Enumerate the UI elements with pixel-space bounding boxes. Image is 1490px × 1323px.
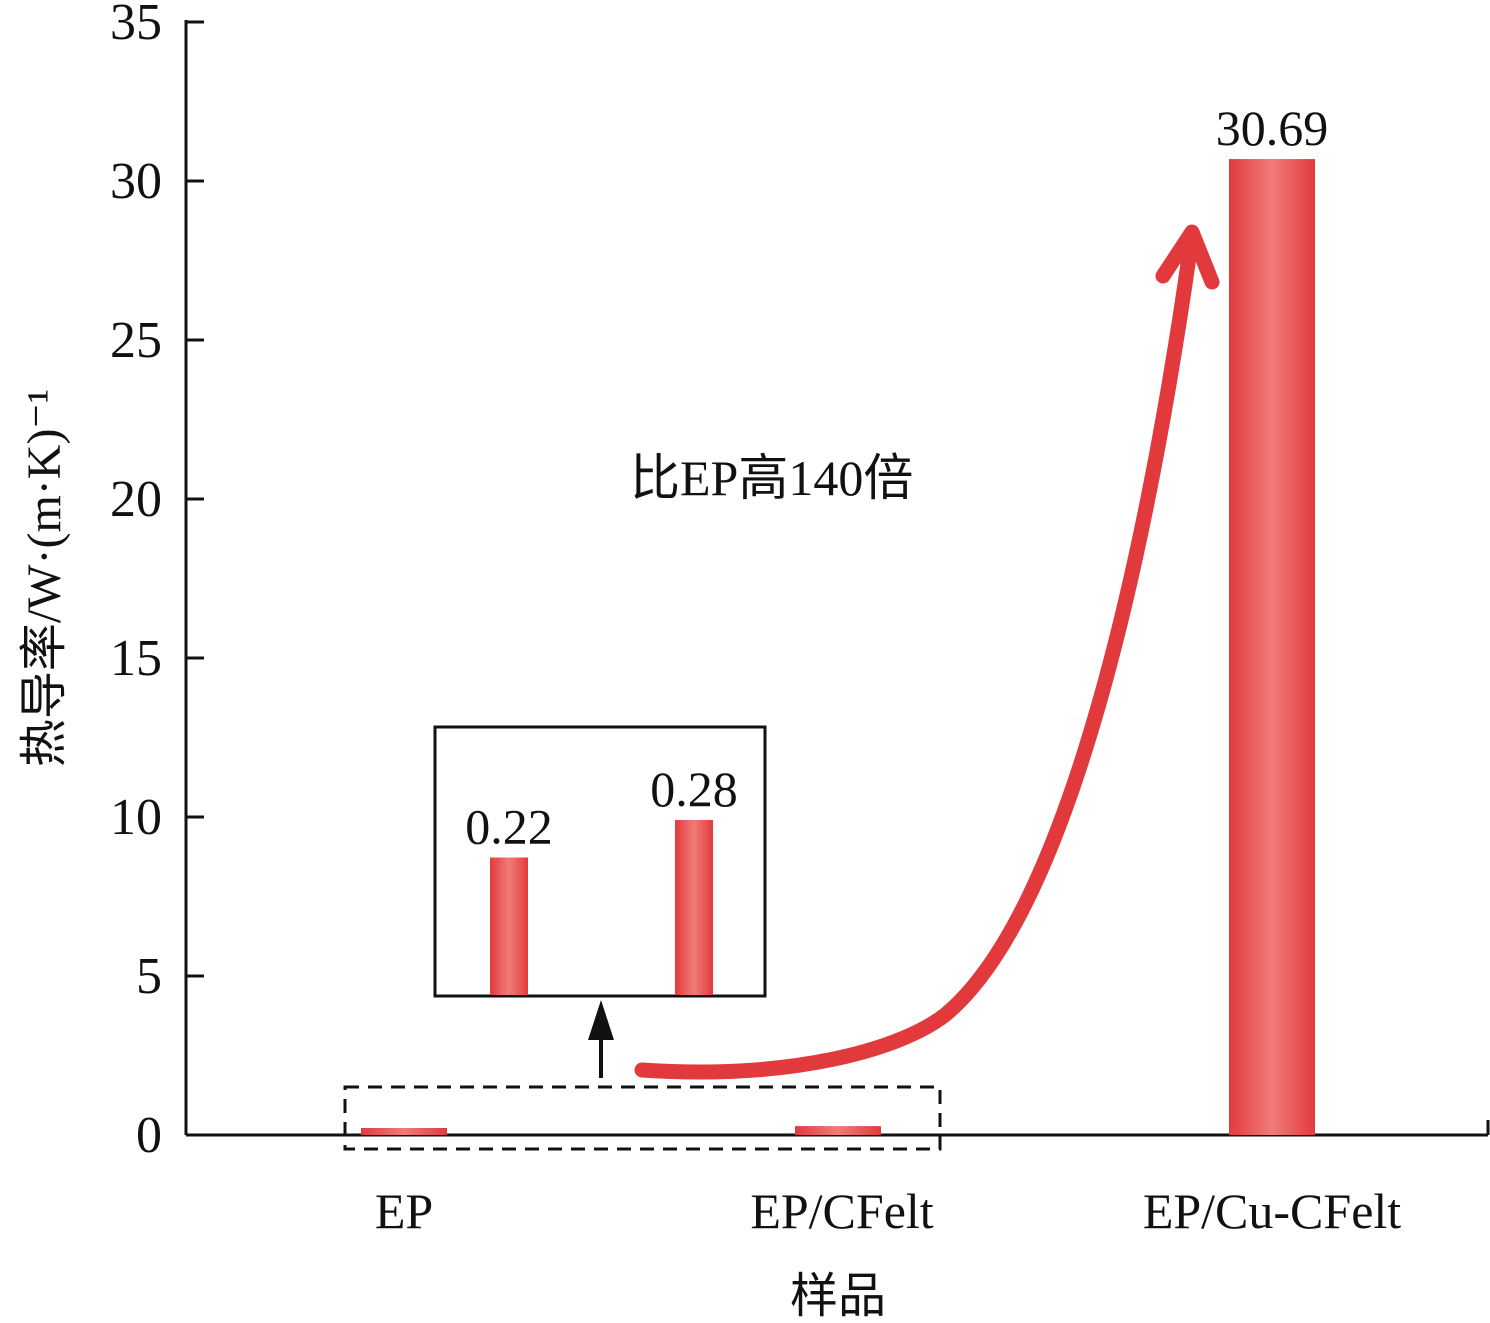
inset-bars: 0.22 0.28 [465, 761, 738, 995]
y-tick-label-30: 30 [110, 153, 162, 210]
inset-bar-1 [675, 820, 713, 995]
bar-ep-cu-cfelt [1229, 159, 1315, 1136]
y-axis-title: 热导率/W·(m·K)⁻¹ [18, 389, 71, 767]
y-tick-label-0: 0 [136, 1107, 162, 1164]
inset-data-label-0: 0.22 [465, 799, 553, 855]
category-label-1: EP/CFelt [750, 1183, 933, 1239]
x-axis-title: 样品 [790, 1270, 886, 1323]
data-label-2: 30.69 [1216, 100, 1329, 156]
bar-ep [361, 1128, 447, 1135]
category-label-0: EP [375, 1183, 433, 1239]
inset-data-label-1: 0.28 [650, 761, 738, 817]
comparison-annotation: 比EP高140倍 [630, 450, 913, 506]
y-tick-label-20: 20 [110, 471, 162, 528]
bars-group: 30.69 [361, 100, 1329, 1136]
growth-arrow-head [1155, 224, 1220, 290]
inset-bar-0 [490, 857, 528, 995]
growth-arrow-curve [634, 242, 1198, 1080]
zoom-arrow-head [588, 1000, 614, 1040]
category-label-2: EP/Cu-CFelt [1143, 1183, 1401, 1239]
y-tick-label-35: 35 [110, 0, 162, 51]
y-tick-label-10: 10 [110, 789, 162, 846]
zoom-region-box [343, 1085, 942, 1151]
y-axis-ticks: 0 5 10 15 20 25 30 35 [110, 0, 204, 1164]
y-tick-label-25: 25 [110, 312, 162, 369]
y-tick-label-5: 5 [136, 948, 162, 1005]
bar-ep-cfelt [795, 1126, 881, 1135]
y-tick-label-15: 15 [110, 630, 162, 687]
category-labels: EP EP/CFelt EP/Cu-CFelt [375, 1183, 1401, 1239]
